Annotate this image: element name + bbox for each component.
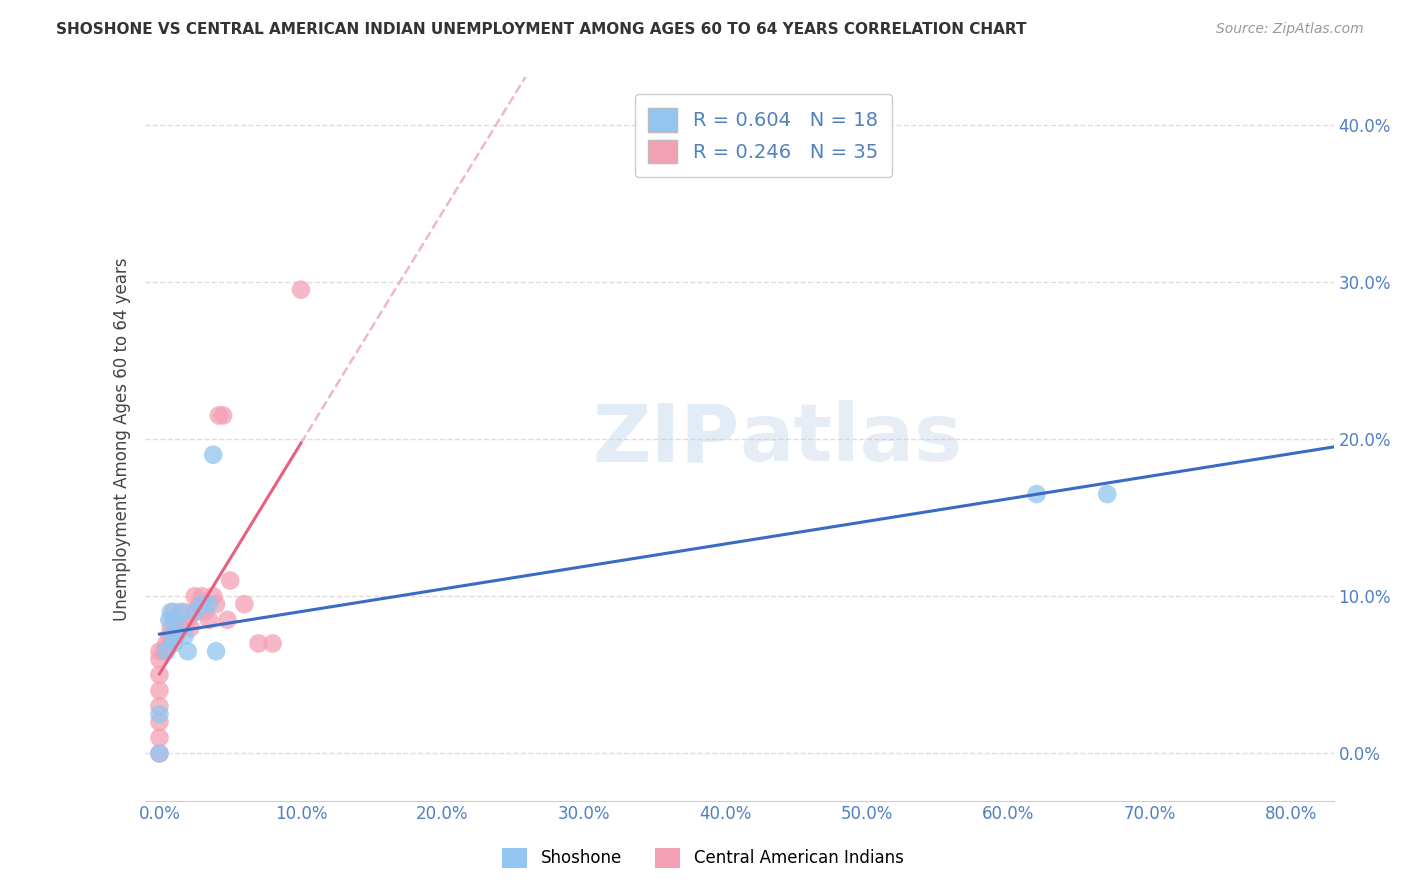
Point <box>162 613 184 627</box>
Point <box>174 605 197 619</box>
Point <box>159 621 181 635</box>
Point <box>177 613 200 627</box>
Point <box>165 613 187 627</box>
Point <box>191 589 214 603</box>
Point <box>205 644 228 658</box>
Point <box>148 731 170 745</box>
Point <box>170 621 193 635</box>
Point <box>290 283 312 297</box>
Text: ZIP: ZIP <box>592 400 740 478</box>
Point <box>198 597 221 611</box>
Point <box>198 613 221 627</box>
Point <box>247 636 270 650</box>
Point <box>157 613 180 627</box>
Legend: R = 0.604   N = 18, R = 0.246   N = 35: R = 0.604 N = 18, R = 0.246 N = 35 <box>634 95 891 177</box>
Point <box>202 589 225 603</box>
Point <box>159 605 181 619</box>
Point <box>174 628 197 642</box>
Point <box>148 668 170 682</box>
Y-axis label: Unemployment Among Ages 60 to 64 years: Unemployment Among Ages 60 to 64 years <box>114 257 131 621</box>
Point <box>219 574 242 588</box>
Point <box>191 597 214 611</box>
Point <box>217 613 239 627</box>
Point <box>152 644 174 658</box>
Point <box>170 605 193 619</box>
Point <box>188 597 211 611</box>
Point <box>205 597 228 611</box>
Point <box>202 448 225 462</box>
Point <box>148 747 170 761</box>
Point <box>177 644 200 658</box>
Point <box>148 644 170 658</box>
Point <box>233 597 256 611</box>
Point <box>212 409 235 423</box>
Point <box>148 683 170 698</box>
Point <box>157 628 180 642</box>
Point <box>155 644 177 658</box>
Point <box>160 628 183 642</box>
Point <box>208 409 231 423</box>
Point <box>155 636 177 650</box>
Point <box>148 707 170 722</box>
Point <box>165 628 187 642</box>
Point <box>162 605 184 619</box>
Legend: Shoshone, Central American Indians: Shoshone, Central American Indians <box>496 841 910 875</box>
Text: SHOSHONE VS CENTRAL AMERICAN INDIAN UNEMPLOYMENT AMONG AGES 60 TO 64 YEARS CORRE: SHOSHONE VS CENTRAL AMERICAN INDIAN UNEM… <box>56 22 1026 37</box>
Point <box>180 621 202 635</box>
Point <box>184 605 207 619</box>
Point <box>262 636 284 650</box>
Point <box>184 605 207 619</box>
Point <box>148 747 170 761</box>
Point <box>148 652 170 666</box>
Point <box>194 605 217 619</box>
Text: Source: ZipAtlas.com: Source: ZipAtlas.com <box>1216 22 1364 37</box>
Point <box>148 714 170 729</box>
Point <box>148 699 170 714</box>
Text: atlas: atlas <box>740 400 963 478</box>
Point <box>1097 487 1119 501</box>
Point <box>184 589 207 603</box>
Point <box>162 636 184 650</box>
Point <box>1025 487 1047 501</box>
